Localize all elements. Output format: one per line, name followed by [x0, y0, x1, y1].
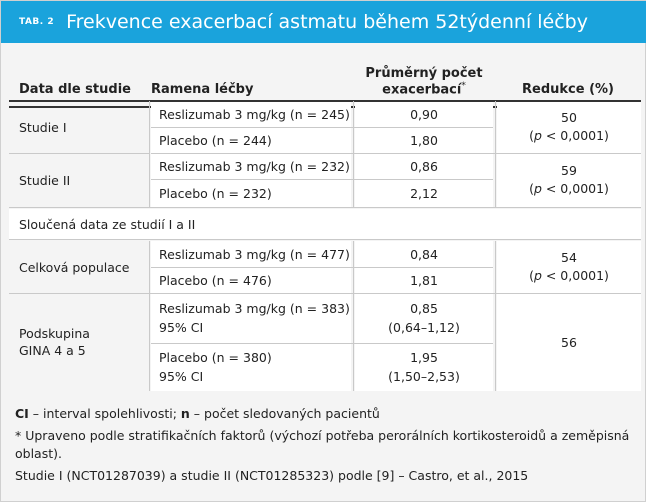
row-study-label: Studie I [19, 119, 67, 135]
row-rate: 0,90 [410, 106, 438, 122]
row-study-label: Celková populace [19, 259, 130, 275]
row-rate: 0,85 (0,64–1,12) [388, 301, 460, 335]
row-rate: 1,95 (1,50–2,53) [388, 350, 460, 384]
col-header-arm: Ramena léčby [151, 82, 254, 97]
footnote-adjusted: * Upraveno podle stratifikačních faktorů… [15, 428, 630, 461]
col-header-study: Data dle studie [19, 82, 131, 97]
table-header-bar: TAB. 2 Frekvence exacerbací astmatu běhe… [1, 1, 646, 43]
footnote-source: Studie I (NCT01287039) a studie II (NCT0… [15, 468, 529, 483]
row-reduction: 56 [561, 334, 577, 350]
row-reduction: 59 (p < 0,0001) [529, 163, 609, 196]
table-title: Frekvence exacerbací astmatu během 52týd… [66, 11, 588, 33]
data-table: Data dle studie Ramena léčby Průměrný po… [9, 49, 641, 391]
row-arm: Reslizumab 3 mg/kg (n = 477) [159, 246, 350, 262]
row-arm: Reslizumab 3 mg/kg (n = 383) 95% CI [159, 301, 350, 335]
row-rate: 2,12 [410, 185, 438, 201]
row-arm: Reslizumab 3 mg/kg (n = 232) [159, 158, 350, 174]
row-reduction: 54 (p < 0,0001) [529, 250, 609, 283]
footnotes: CI – interval spolehlivosti; n – počet s… [15, 405, 635, 489]
row-rate: 1,80 [410, 132, 438, 148]
col-header-rate: Průměrný počet exacerbací* [365, 65, 483, 97]
pooled-section-label: Sloučená data ze studií I a II [19, 216, 196, 232]
row-arm: Placebo (n = 244) [159, 132, 272, 148]
row-study-label: Podskupina GINA 4 a 5 [19, 326, 90, 358]
row-rate: 0,86 [410, 158, 438, 174]
footnote-abbreviations: CI – interval spolehlivosti; n – počet s… [15, 406, 380, 421]
row-reduction: 50 (p < 0,0001) [529, 110, 609, 143]
col-header-reduction: Redukce (%) [522, 82, 614, 97]
table-number: TAB. 2 [19, 17, 55, 27]
row-arm: Placebo (n = 232) [159, 185, 272, 201]
row-rate: 1,81 [410, 272, 438, 288]
row-arm: Reslizumab 3 mg/kg (n = 245) [159, 106, 350, 122]
row-study-label: Studie II [19, 172, 71, 188]
row-rate: 0,84 [410, 246, 438, 262]
row-arm: Placebo (n = 476) [159, 272, 272, 288]
row-arm: Placebo (n = 380) 95% CI [159, 350, 272, 384]
